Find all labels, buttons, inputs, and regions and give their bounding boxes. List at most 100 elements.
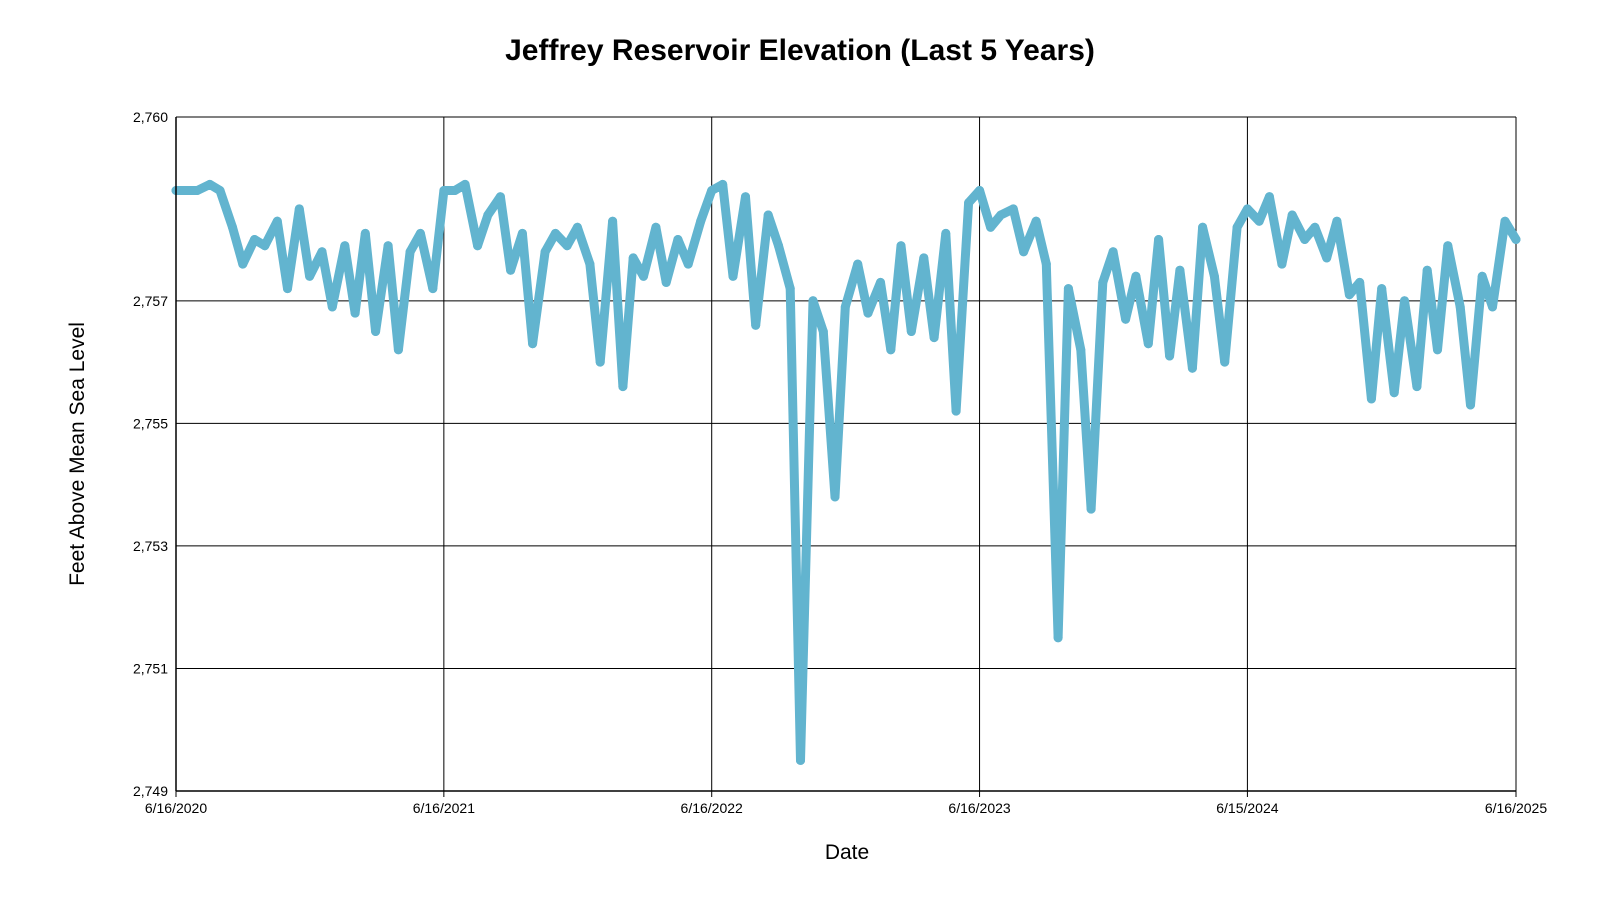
elevation-data-point [415,228,425,238]
y-axis-label: Feet Above Mean Sea Level [66,322,89,586]
elevation-data-point [906,327,916,336]
elevation-data-point [774,241,783,251]
elevation-data-point [608,216,618,226]
elevation-data-point [996,210,1006,220]
elevation-data-point [941,228,951,238]
elevation-data-point [929,333,939,343]
elevation-data-point [383,241,393,251]
elevation-data-point [896,241,906,251]
elevation-data-point [205,179,215,189]
elevation-data-point [1187,363,1197,373]
elevation-data-point [964,198,974,208]
elevation-data-point [405,247,415,257]
elevation-data-point [1076,345,1086,355]
elevation-data-point [1209,271,1219,281]
elevation-data-point [628,253,638,263]
elevation-data-point [919,253,929,263]
elevation-data-point [986,222,996,232]
elevation-data-point [1310,222,1320,232]
elevation-data-point [360,228,370,238]
elevation-data-point [1242,204,1252,214]
elevation-data-point [1443,241,1453,251]
elevation-data-point [751,320,761,330]
elevation-data-point [238,259,248,269]
elevation-data-point [696,216,706,226]
elevation-data-point [1466,400,1475,410]
y-tick-label: 2,757 [133,293,168,309]
x-axis-label: Date [825,841,869,864]
elevation-data-point [1098,277,1108,287]
elevation-data-point [1400,296,1409,306]
elevation-data-point [1488,302,1497,312]
elevation-data-point [1277,259,1287,269]
elevation-data-point [250,235,259,244]
x-tick-label: 6/16/2023 [948,800,1010,816]
y-tick-label: 2,760 [133,109,168,125]
elevation-data-point [707,186,717,195]
elevation-data-point [1300,235,1310,244]
elevation-data-point [1019,247,1029,257]
elevation-data-point [595,357,605,367]
chart-title: Jeffrey Reservoir Elevation (Last 5 Year… [505,34,1095,67]
elevation-data-point [562,241,572,251]
elevation-data-point [1377,284,1387,294]
elevation-data-point [506,265,516,275]
elevation-data-point [1254,216,1264,226]
elevation-data-point [460,179,470,189]
y-tick-label: 2,753 [133,538,168,554]
elevation-data-point [1322,253,1332,263]
elevation-data-point [1121,314,1131,324]
elevation-data-point [1063,284,1073,294]
elevation-data-point [718,179,728,189]
elevation-data-point [1108,247,1118,257]
elevation-data-point [853,259,863,269]
elevation-data-point [1287,210,1297,220]
elevation-data-point [661,277,671,287]
elevation-data-point [951,406,961,416]
elevation-data-point [1154,235,1164,244]
elevation-data-point [450,186,460,195]
elevation-data-point [495,192,505,202]
elevation-data-point [1412,382,1422,392]
elevation-data-point [473,241,483,251]
x-tick-label: 6/15/2024 [1216,800,1278,816]
elevation-data-point [393,345,403,355]
elevation-data-point [651,222,661,232]
elevation-data-point [528,339,538,349]
elevation-data-point [1455,302,1465,312]
elevation-data-point [785,284,795,294]
elevation-data-point [818,327,828,336]
elevation-data-point [1041,259,1051,269]
elevation-data-point [1053,633,1063,643]
elevation-data-point [1143,339,1153,349]
elevation-data-point [876,277,885,287]
elevation-data-point [517,228,527,238]
elevation-data-point [1344,290,1354,300]
elevation-data-point [1366,394,1376,404]
elevation-data-point [192,186,202,195]
y-tick-label: 2,749 [133,783,168,799]
elevation-data-point [1264,192,1274,202]
elevation-data-point [796,755,805,765]
elevation-data-point [683,259,693,269]
elevation-data-point [763,210,773,220]
elevation-data-point [1086,504,1096,514]
elevation-data-point [371,327,381,336]
elevation-data-point [863,308,873,318]
elevation-data-point [1131,271,1141,281]
elevation-data-point [830,492,840,502]
elevation-data-point [317,247,327,257]
elevation-data-point [1332,216,1342,226]
elevation-data-point [340,241,350,251]
elevation-data-point [272,216,282,226]
elevation-data-point [1232,222,1242,232]
series-layer [171,179,1521,765]
elevation-series-line [171,179,1521,765]
tick-labels: 2,749 2,751 2,753 2,755 2,757 2,760 6/16/2020 6… [133,109,1547,816]
grid-lines [175,116,1517,792]
elevation-data-point [741,192,750,202]
x-tick-label: 6/16/2020 [145,800,207,816]
elevation-data-point [228,222,237,232]
elevation-data-point [639,271,648,281]
